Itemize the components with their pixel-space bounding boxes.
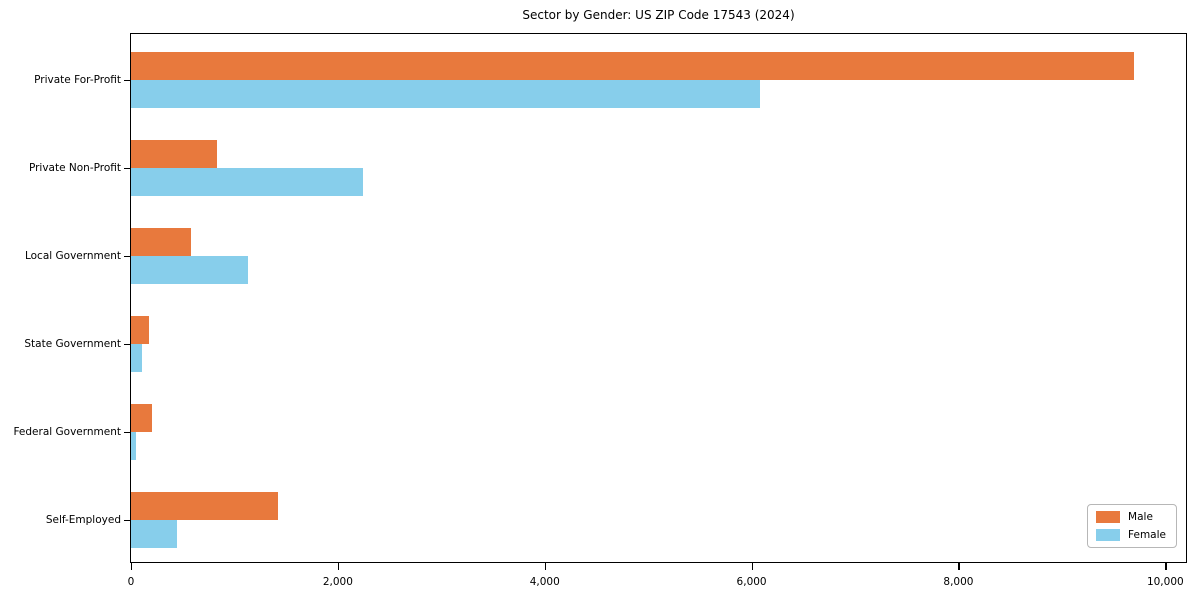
bar-male-3 [131, 228, 191, 256]
x-tick-label: 4,000 [529, 576, 560, 588]
y-axis-label: State Government [24, 338, 121, 350]
bar-male-6 [131, 492, 278, 520]
legend-swatch-male [1096, 511, 1121, 523]
y-axis-label: Self-Employed [45, 514, 121, 526]
legend-label: Female [1128, 529, 1166, 541]
x-tick-label: 6,000 [736, 576, 767, 588]
bar-female-1 [131, 80, 760, 108]
x-tick-mark [751, 563, 753, 570]
y-tick-mark [124, 167, 130, 169]
x-tick-label: 10,000 [1146, 576, 1184, 588]
plot-area: Private For-Profit Private Non-Profit Loca… [13, 33, 1187, 588]
x-tick-mark [544, 563, 547, 570]
bar-male-4 [131, 316, 149, 344]
bar-male-1 [131, 52, 1135, 80]
legend-entry-female: Female [1096, 529, 1166, 541]
x-tick-mark [337, 563, 340, 570]
x-tick-label: 8,000 [943, 576, 974, 588]
chart-title: Sector by Gender: US ZIP Code 17543 (202… [522, 8, 795, 22]
bar-female-4 [131, 344, 143, 372]
x-tick-label: 2,000 [322, 576, 353, 588]
legend-swatch-female [1096, 529, 1121, 541]
bar-female-3 [131, 256, 248, 284]
bar-male-5 [131, 404, 152, 432]
bar-female-6 [131, 520, 177, 548]
x-tick-label: 0 [127, 576, 135, 588]
y-axis-label: Federal Government [13, 426, 121, 438]
y-tick-mark [124, 343, 130, 345]
y-axis-label: Private Non-Profit [28, 162, 121, 174]
y-axis-label: Private For-Profit [34, 74, 121, 86]
x-tick-mark [1165, 563, 1167, 570]
bar-female-5 [131, 432, 136, 460]
legend-entry-male: Male [1096, 511, 1166, 523]
legend: Male Female [1087, 504, 1177, 548]
y-tick-mark [124, 255, 130, 257]
x-tick-mark [131, 563, 133, 570]
bar-female-2 [131, 168, 363, 196]
y-axis-label: Local Government [24, 250, 121, 262]
y-tick-mark [124, 79, 130, 81]
bar-male-2 [131, 140, 217, 168]
y-tick-mark [124, 519, 130, 521]
legend-label: Male [1128, 511, 1153, 523]
y-tick-mark [124, 431, 130, 433]
x-tick-mark [958, 563, 960, 570]
